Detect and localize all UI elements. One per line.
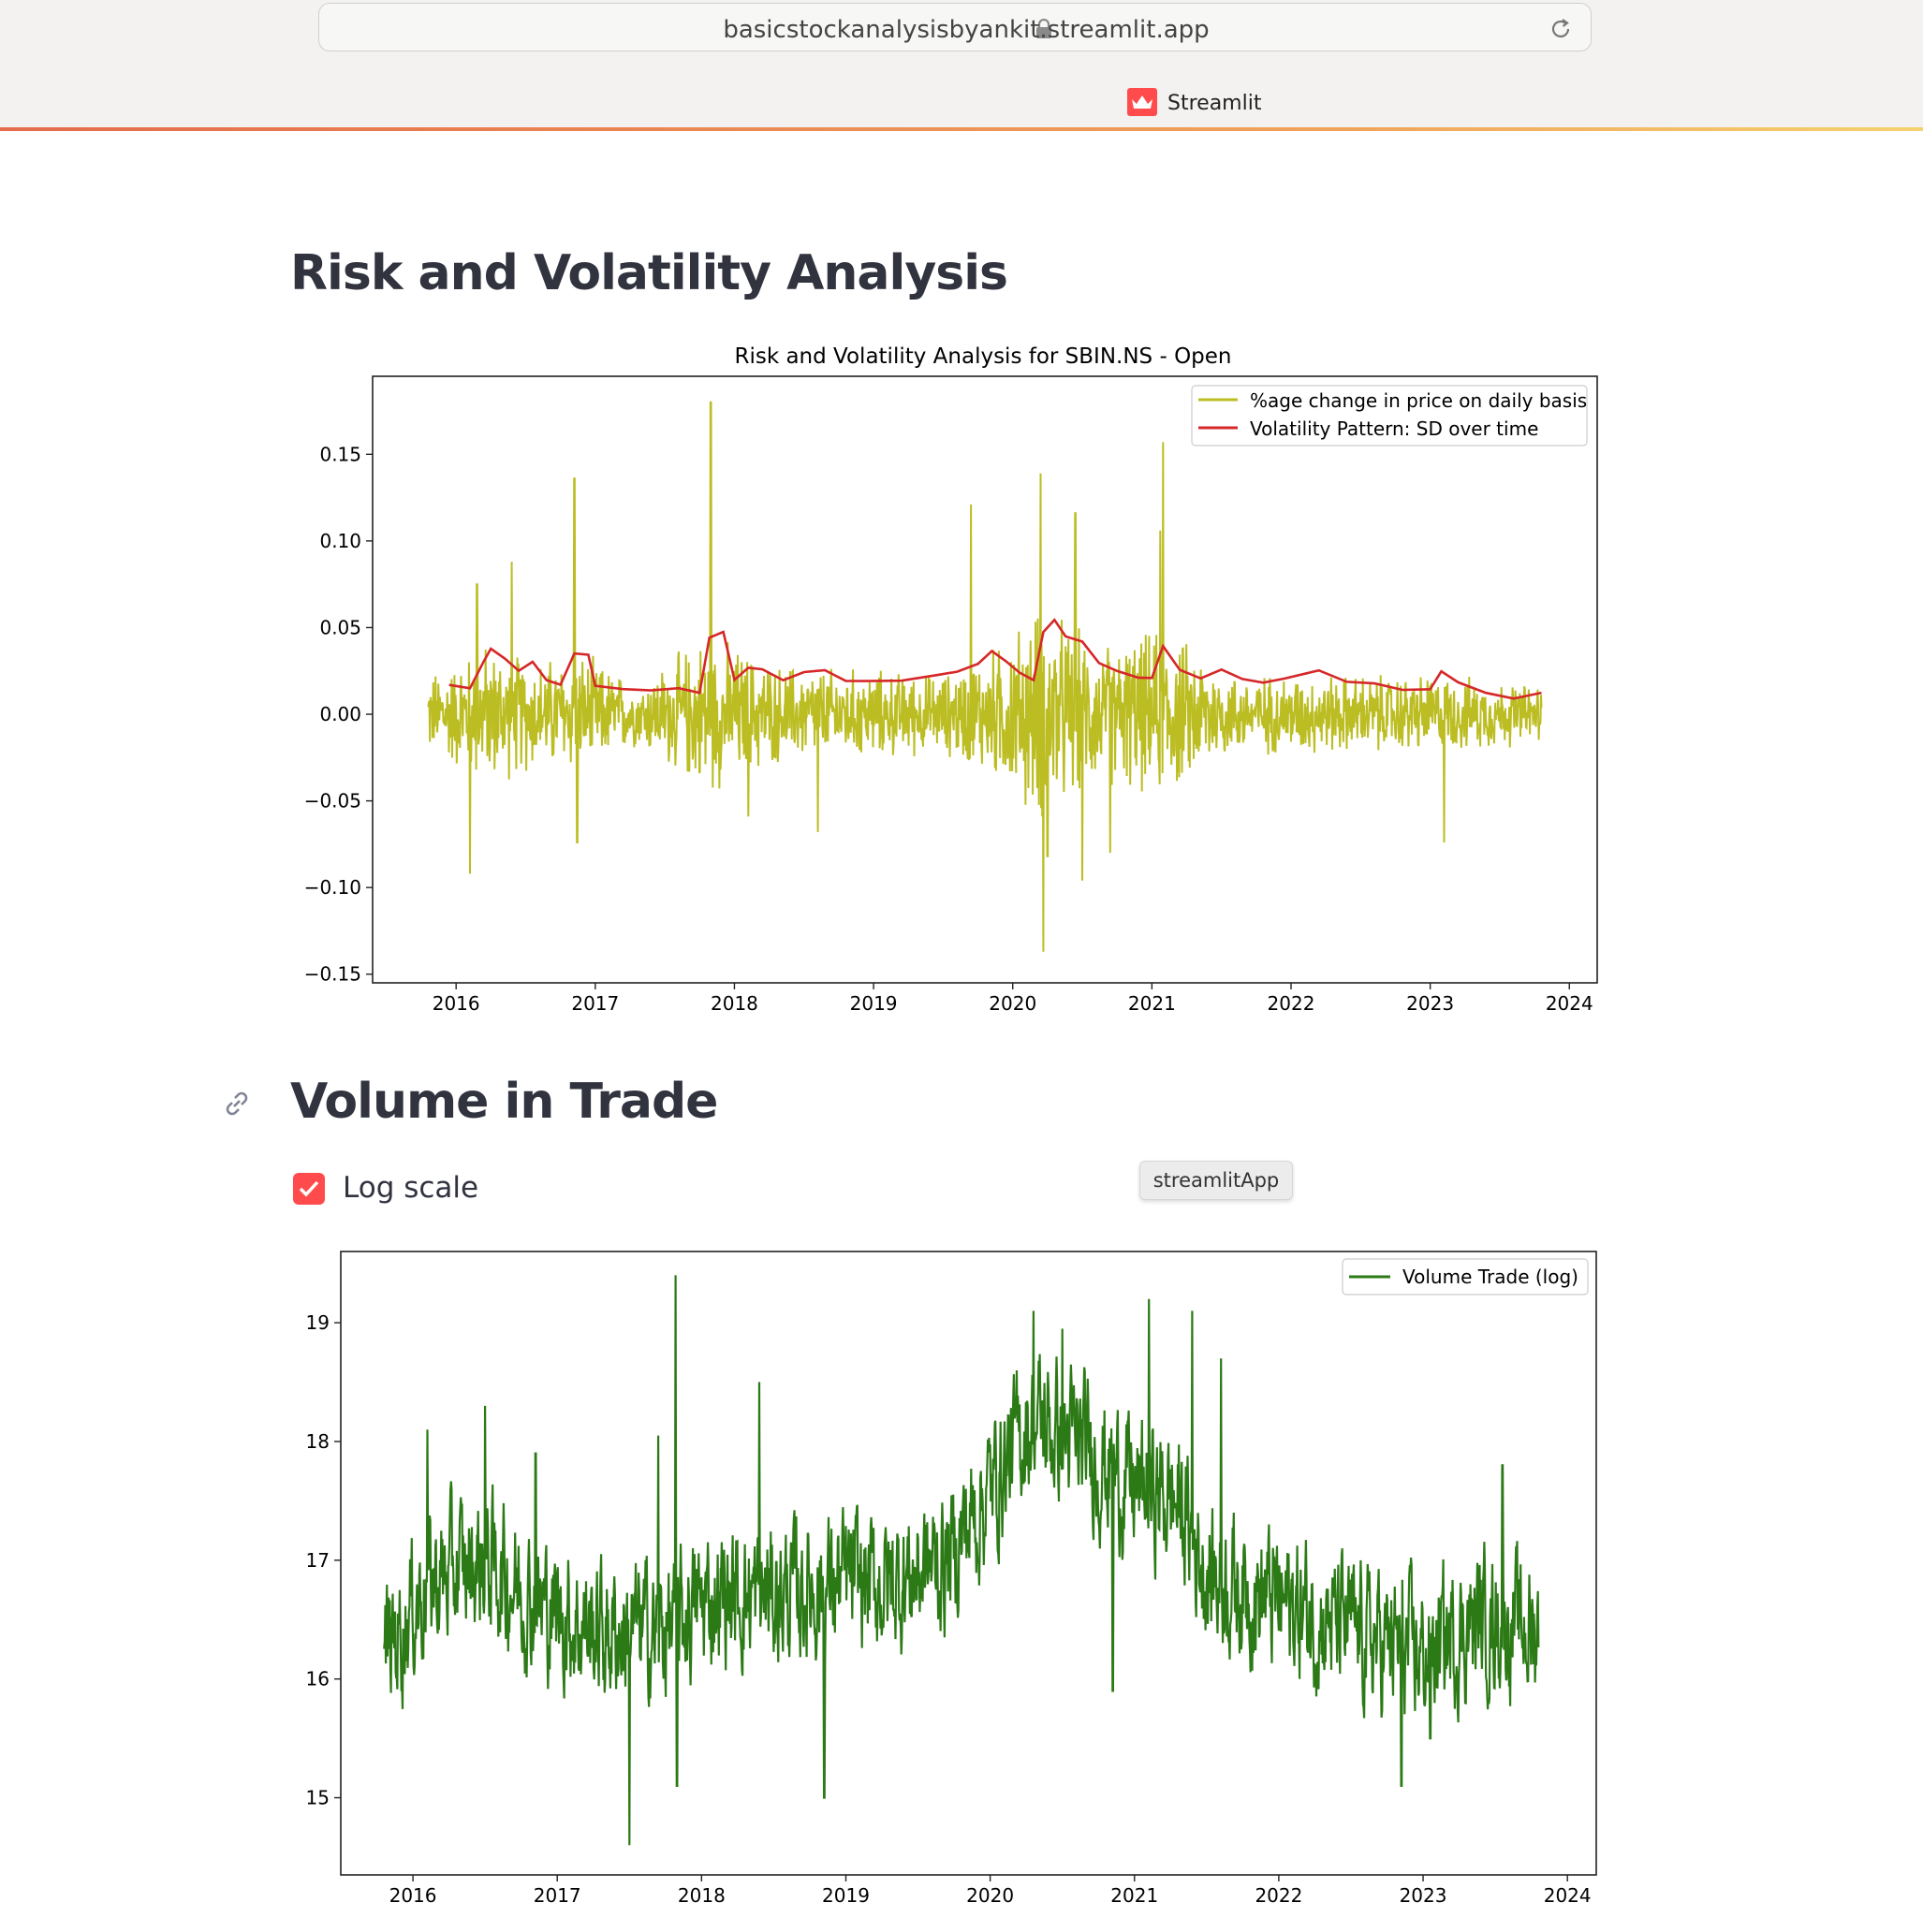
volume-heading: Volume in Trade — [290, 1074, 718, 1130]
x-tick-label: 2020 — [989, 992, 1036, 1015]
chart1-legend-label-pct: %age change in price on daily basis — [1250, 389, 1587, 412]
x-tick-label: 2020 — [966, 1884, 1014, 1907]
loading-progress-line — [0, 127, 1923, 131]
reload-icon[interactable] — [1548, 16, 1574, 42]
chart2-axes-frame — [340, 1251, 1597, 1876]
lock-icon — [1036, 19, 1051, 38]
series-volatility-line — [448, 618, 1542, 700]
address-bar[interactable]: basicstockanalysisbyankit.streamlit.app — [318, 3, 1592, 51]
x-tick-label: 2016 — [389, 1884, 437, 1907]
series-volume-line — [383, 1275, 1540, 1846]
y-tick-label: 0.05 — [319, 616, 361, 638]
risk-volatility-chart: Risk and Volatility Analysis for SBIN.NS… — [304, 344, 1598, 1015]
chart2-ticks: 2016 2017 2018 2019 2020 2021 2022 2023 2024 19 18… — [306, 1311, 1592, 1907]
x-tick-label: 2016 — [433, 992, 480, 1015]
chart1-title: Risk and Volatility Analysis for SBIN.NS… — [734, 344, 1231, 369]
x-tick-label: 2023 — [1406, 992, 1454, 1015]
y-tick-label: 18 — [306, 1430, 330, 1453]
url-text: basicstockanalysisbyankit.streamlit.app — [723, 16, 1210, 44]
log-scale-label[interactable]: Log scale — [343, 1171, 479, 1205]
y-tick-label: 16 — [306, 1668, 330, 1690]
y-tick-label: −0.15 — [304, 963, 361, 986]
browser-toolbar: basicstockanalysisbyankit.streamlit.app … — [0, 0, 1923, 131]
tooltip: streamlitApp — [1139, 1161, 1293, 1200]
anchor-link-icon[interactable] — [219, 1086, 255, 1121]
streamlit-logo-icon — [1127, 88, 1157, 116]
chart1-legend-box — [1191, 385, 1588, 446]
x-tick-label: 2021 — [1110, 1884, 1158, 1907]
x-tick-label: 2019 — [822, 1884, 870, 1907]
x-tick-label: 2017 — [571, 992, 619, 1015]
chart2-legend: Volume Trade (log) — [1342, 1258, 1589, 1295]
x-tick-label: 2018 — [711, 992, 758, 1015]
y-tick-label: 0.10 — [319, 530, 361, 552]
chart2-legend-box — [1342, 1258, 1589, 1295]
x-tick-label: 2022 — [1255, 1884, 1302, 1907]
chart2-plot-area — [383, 1275, 1540, 1846]
chart1-legend: %age change in price on daily basis Vola… — [1191, 385, 1588, 446]
y-tick-label: 17 — [306, 1549, 330, 1572]
risk-heading: Risk and Volatility Analysis — [290, 245, 1008, 301]
x-tick-label: 2024 — [1544, 1884, 1592, 1907]
x-tick-label: 2021 — [1128, 992, 1176, 1015]
chart1-axes-frame — [372, 375, 1598, 984]
volume-trade-chart: 2016 2017 2018 2019 2020 2021 2022 2023 2024 19 18… — [306, 1251, 1597, 1907]
x-tick-label: 2023 — [1400, 1884, 1447, 1907]
y-tick-label: 15 — [306, 1787, 330, 1809]
y-tick-label: 0.15 — [319, 443, 361, 465]
x-tick-label: 2017 — [534, 1884, 581, 1907]
y-tick-label: 0.00 — [319, 703, 361, 725]
chart2-legend-label: Volume Trade (log) — [1402, 1266, 1578, 1288]
x-tick-label: 2024 — [1546, 992, 1593, 1015]
log-scale-checkbox[interactable] — [293, 1173, 325, 1205]
y-tick-label: 19 — [306, 1311, 330, 1334]
chart1-plot-area — [427, 401, 1543, 952]
y-tick-label: −0.10 — [304, 876, 361, 899]
tab-title: Streamlit — [1167, 92, 1262, 115]
chart1-legend-label-vol: Volatility Pattern: SD over time — [1250, 417, 1538, 440]
x-tick-label: 2019 — [850, 992, 898, 1015]
x-tick-label: 2018 — [678, 1884, 726, 1907]
series-pct-change-line — [427, 401, 1543, 952]
x-tick-label: 2022 — [1268, 992, 1315, 1015]
chart1-ticks: 2016 2017 2018 2019 2020 2021 2022 2023 2024 0.15… — [304, 443, 1593, 1015]
checkmark-icon — [299, 1180, 319, 1197]
y-tick-label: −0.05 — [304, 790, 361, 812]
